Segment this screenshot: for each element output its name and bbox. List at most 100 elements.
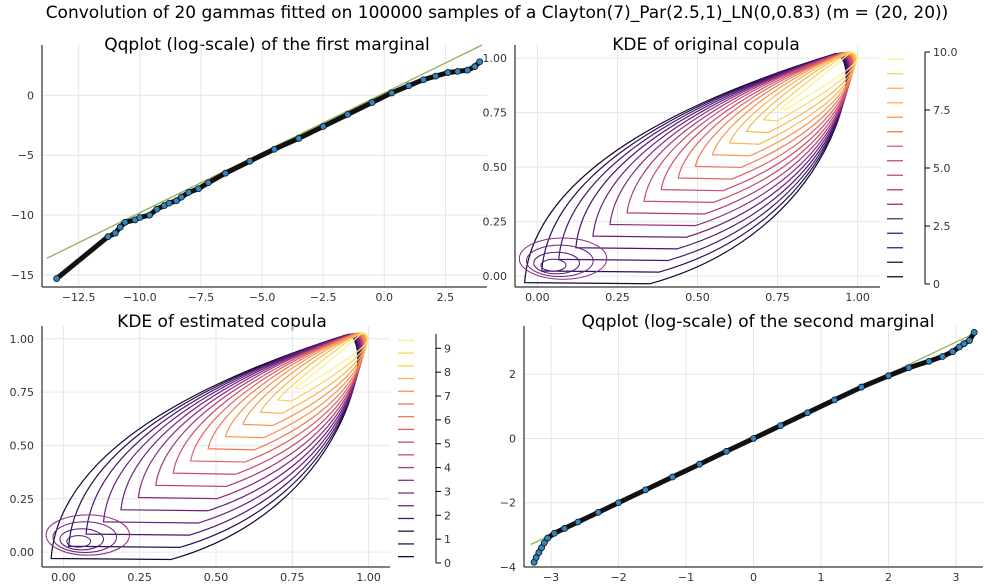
colorbar-tick-label: 9 [444,342,451,355]
x-tick-label: 1 [818,571,825,584]
qq-point [270,145,278,153]
colorbar-tick-label: 4 [444,462,451,475]
panel-2: KDE of original copula 0.00 0.25 0.50 0.75 1.… [483,35,958,304]
qq-point [53,275,61,283]
qq-point [561,525,568,532]
panel-title: Qqplot (log-scale) of the second margina… [582,312,935,332]
x-tick-label: 0.50 [204,571,229,584]
x-tick-label: 2 [885,571,892,584]
contour-line [677,51,854,180]
qq-point [925,357,933,365]
qq-point [831,396,838,404]
colorbar-tick-label: 3 [444,485,451,498]
contour-line [526,244,594,278]
qq-point [550,529,558,537]
panel-title: KDE of estimated copula [117,312,327,332]
contour-line [293,331,369,390]
y-tick-label: 0.00 [483,270,508,283]
qq-point [905,364,913,372]
panel-3: KDE of estimated copula 0.00 0.25 0.50 0.75 1… [10,312,452,584]
x-tick-label: 1.00 [845,291,870,304]
qq-point [544,534,552,542]
qq-point [136,214,144,221]
qq-point [195,185,202,193]
qq-point [116,223,124,231]
x-tick-label: 0.50 [685,291,710,304]
qq-point [939,353,946,360]
y-tick-label: 0.75 [10,386,35,399]
x-tick-label: 0.75 [765,291,790,304]
colorbar-tick-label: 2 [444,509,451,522]
qq-point [574,518,582,526]
qq-point [344,111,352,118]
x-tick-label: −2.5 [310,291,337,304]
colorbar-tick-label: 10.0 [933,46,958,59]
qq-point-band [54,59,483,282]
contour-line [259,332,368,414]
qq-point [696,460,703,468]
x-tick-label: −2 [610,571,626,584]
panel-4: Qqplot (log-scale) of the second margina… [500,312,983,584]
qq-point [960,340,968,348]
contour-line [120,333,362,512]
qq-point [885,372,892,380]
qq-point [471,63,479,70]
qq-point [104,233,112,241]
qq-point [444,69,452,76]
figure-suptitle: Convolution of 20 gammas fitted on 10000… [46,3,949,23]
y-tick-label: 0.75 [483,107,508,120]
qq-point [669,473,676,481]
contour-line [50,333,359,561]
qq-point [777,422,784,430]
y-tick-label: 1.00 [10,333,35,346]
panel-title: Qqplot (log-scale) of the first marginal [104,35,430,55]
x-tick-label: −1 [678,571,694,584]
qq-point [594,508,602,516]
qq-point [221,169,229,177]
y-tick-label: 0.00 [10,546,35,559]
contour-line [276,331,369,402]
qq-point [185,188,193,196]
x-tick-label: 0.25 [605,291,630,304]
contour-line [518,237,608,280]
colorbar-tick-label: 7 [444,390,451,403]
x-tick-label: 0 [750,571,757,584]
colorbar-tick-label: 5 [444,438,451,451]
y-tick-label: 0.25 [10,493,35,506]
contour-line [779,50,858,110]
x-tick-label: 0.00 [525,291,550,304]
qq-point [540,539,548,547]
x-tick-label: −10.0 [123,291,157,304]
qq-point [454,67,462,75]
qq-point [432,72,440,80]
qq-point [858,383,865,391]
qq-point [750,435,757,442]
qq-point [966,337,973,344]
contour-line [242,332,367,427]
y-tick-label: 0.50 [483,161,508,174]
x-tick-label: −12.5 [62,291,96,304]
contour-line [533,251,581,275]
qq-point [476,58,484,66]
y-tick-label: 0.25 [483,216,508,229]
qq-point [173,197,180,205]
qq-point [111,229,119,237]
qq-point [420,76,427,84]
qq-point [153,205,161,213]
panel-title: KDE of original copula [612,35,800,55]
y-tick-label: −10 [11,209,34,222]
contour-line [66,535,92,548]
qq-point [204,179,212,187]
qq-point [970,329,978,336]
panel-1: Qqplot (log-scale) of the first marginal… [11,35,487,304]
y-tick-label: 1.00 [483,52,508,65]
qq-point [368,99,376,106]
colorbar-tick-label: 6 [444,414,451,427]
colorbar-tick-label: 5.0 [933,162,951,175]
qq-point [615,499,622,507]
x-tick-label: 1.00 [356,571,381,584]
qq-point [295,135,303,142]
colorbar-tick-label: 7.5 [933,104,951,117]
contour-line [59,528,105,551]
y-tick-label: 0.50 [10,439,35,452]
